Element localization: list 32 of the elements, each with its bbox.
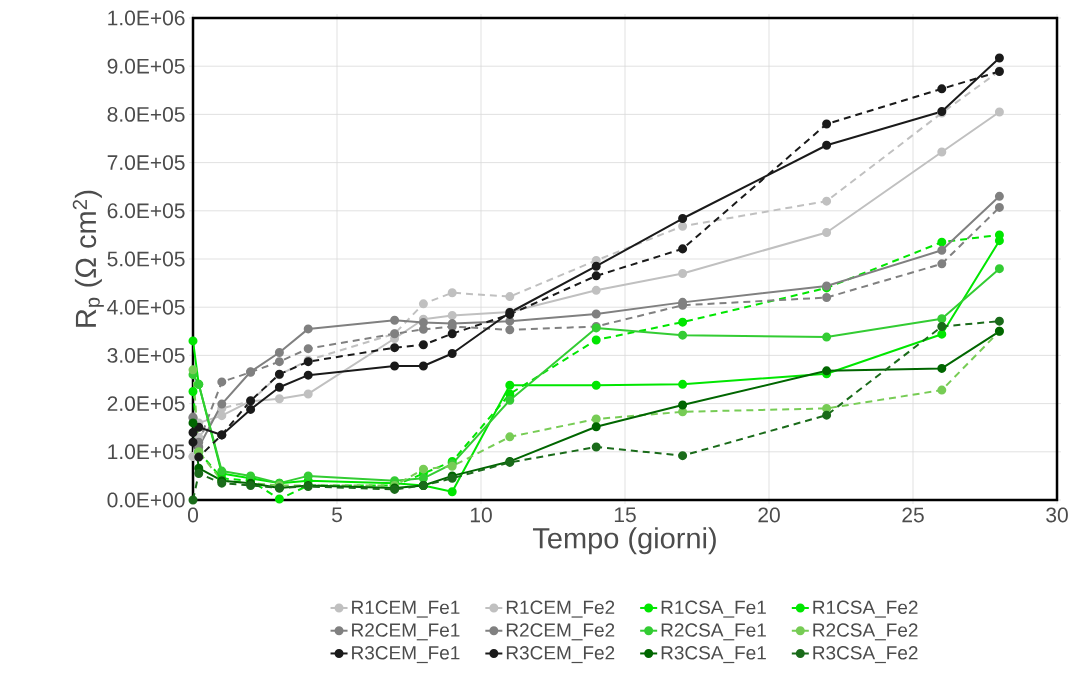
legend-label: R1CEM_Fe2 xyxy=(506,600,615,618)
y-tick-label: 1.0E+06 xyxy=(108,10,185,26)
x-tick-label: 5 xyxy=(332,507,342,523)
y-tick-label: 2.0E+05 xyxy=(107,396,185,412)
x-tick-label: 15 xyxy=(614,507,636,523)
y-tick-label: 7.0E+05 xyxy=(107,155,185,171)
x-tick-label: 0 xyxy=(187,507,199,523)
legend-label: R3CSA_Fe1 xyxy=(661,646,766,664)
x-tick-label: 25 xyxy=(902,507,924,523)
x-tick-label: 30 xyxy=(1046,507,1068,523)
legend-label: R2CEM_Fe1 xyxy=(352,623,460,641)
y-tick-label: 8.0E+05 xyxy=(107,106,185,122)
legend-label: R3CEM_Fe2 xyxy=(506,646,615,664)
y-tick-label: 0.0E+00 xyxy=(107,492,185,508)
y-tick-label: 9.0E+05 xyxy=(107,58,185,74)
legend-label: R1CSA_Fe2 xyxy=(813,600,918,618)
legend-label: R3CEM_Fe1 xyxy=(352,646,460,664)
legend-label: R3CSA_Fe2 xyxy=(813,646,918,664)
legend-label: R2CEM_Fe2 xyxy=(506,623,615,641)
y-tick-label: 5.0E+05 xyxy=(107,251,185,267)
y-tick-label: 3.0E+05 xyxy=(107,347,185,363)
x-tick-label: 20 xyxy=(758,507,780,523)
y-tick-label: 4.0E+05 xyxy=(107,299,185,315)
legend-label: R1CSA_Fe1 xyxy=(661,600,766,618)
y-axis-title: R$_{p}$ (Ω cm$^{2}$) xyxy=(72,190,104,327)
x-tick-label: 10 xyxy=(470,507,492,523)
x-axis-title: Tempo (giorni) xyxy=(532,527,716,555)
legend-label: R2CSA_Fe2 xyxy=(813,623,918,641)
y-tick-label: 1.0E+05 xyxy=(108,444,185,460)
legend-label: R1CEM_Fe1 xyxy=(352,600,460,618)
legend-label: R2CSA_Fe1 xyxy=(661,623,766,641)
y-tick-label: 6.0E+05 xyxy=(107,203,185,219)
